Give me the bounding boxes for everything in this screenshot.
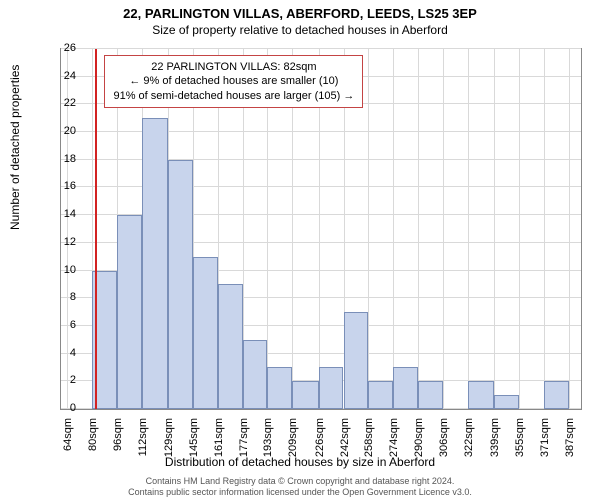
chart-container: 22, PARLINGTON VILLAS, ABERFORD, LEEDS, … xyxy=(0,0,600,500)
annotation-line3: 91% of semi-detached houses are larger (… xyxy=(113,89,354,103)
footer-line1: Contains HM Land Registry data © Crown c… xyxy=(0,476,600,487)
ytick-label: 14 xyxy=(46,208,76,220)
ytick-label: 12 xyxy=(46,236,76,248)
xtick-label: 387sqm xyxy=(564,418,576,468)
histogram-bar xyxy=(344,312,369,409)
property-marker-line xyxy=(95,49,97,409)
histogram-bar xyxy=(494,395,519,409)
xtick-label: 322sqm xyxy=(463,418,475,468)
gridline-h xyxy=(61,131,581,132)
xtick-label: 209sqm xyxy=(287,418,299,468)
xtick-label: 274sqm xyxy=(388,418,400,468)
xtick-label: 129sqm xyxy=(163,418,175,468)
gridline-h xyxy=(61,48,581,49)
xtick-label: 64sqm xyxy=(62,418,74,468)
annotation-line2: ← 9% of detached houses are smaller (10) xyxy=(113,74,354,88)
chart-subtitle: Size of property relative to detached ho… xyxy=(0,21,600,37)
ytick-label: 16 xyxy=(46,180,76,192)
ytick-label: 6 xyxy=(46,319,76,331)
histogram-bar xyxy=(243,340,268,409)
gridline-v xyxy=(494,49,495,409)
histogram-bar xyxy=(168,160,193,409)
histogram-bar xyxy=(142,118,168,409)
histogram-bar xyxy=(368,381,393,409)
xtick-label: 290sqm xyxy=(413,418,425,468)
xtick-label: 177sqm xyxy=(238,418,250,468)
footer-attribution: Contains HM Land Registry data © Crown c… xyxy=(0,476,600,498)
ytick-label: 0 xyxy=(46,402,76,414)
xtick-label: 355sqm xyxy=(514,418,526,468)
y-axis-label: Number of detached properties xyxy=(8,65,22,230)
ytick-label: 20 xyxy=(46,125,76,137)
histogram-bar xyxy=(544,381,569,409)
ytick-label: 8 xyxy=(46,291,76,303)
histogram-bar xyxy=(319,367,344,409)
xtick-label: 145sqm xyxy=(188,418,200,468)
xtick-label: 193sqm xyxy=(262,418,274,468)
histogram-bar xyxy=(267,367,292,409)
ytick-label: 10 xyxy=(46,264,76,276)
gridline-v xyxy=(393,49,394,409)
ytick-label: 18 xyxy=(46,153,76,165)
histogram-bar xyxy=(393,367,418,409)
xtick-label: 226sqm xyxy=(314,418,326,468)
gridline-v xyxy=(418,49,419,409)
histogram-bar xyxy=(193,257,218,409)
chart-title: 22, PARLINGTON VILLAS, ABERFORD, LEEDS, … xyxy=(0,0,600,21)
xtick-label: 371sqm xyxy=(539,418,551,468)
gridline-v xyxy=(468,49,469,409)
gridline-h xyxy=(61,159,581,160)
gridline-v xyxy=(368,49,369,409)
footer-line2: Contains public sector information licen… xyxy=(0,487,600,498)
xtick-label: 242sqm xyxy=(339,418,351,468)
ytick-label: 2 xyxy=(46,374,76,386)
xtick-label: 112sqm xyxy=(137,418,149,468)
histogram-bar xyxy=(468,381,494,409)
ytick-label: 4 xyxy=(46,347,76,359)
xtick-label: 339sqm xyxy=(489,418,501,468)
histogram-bar xyxy=(292,381,318,409)
histogram-bar xyxy=(218,284,243,409)
xtick-label: 80sqm xyxy=(87,418,99,468)
xtick-label: 306sqm xyxy=(438,418,450,468)
xtick-label: 258sqm xyxy=(363,418,375,468)
ytick-label: 26 xyxy=(46,42,76,54)
xtick-label: 96sqm xyxy=(112,418,124,468)
annotation-box: 22 PARLINGTON VILLAS: 82sqm← 9% of detac… xyxy=(104,55,363,108)
plot-area: 22 PARLINGTON VILLAS: 82sqm← 9% of detac… xyxy=(60,48,582,410)
gridline-v xyxy=(569,49,570,409)
histogram-bar xyxy=(418,381,443,409)
annotation-line1: 22 PARLINGTON VILLAS: 82sqm xyxy=(113,60,354,74)
xtick-label: 161sqm xyxy=(213,418,225,468)
histogram-bar xyxy=(117,215,142,409)
gridline-v xyxy=(544,49,545,409)
ytick-label: 24 xyxy=(46,70,76,82)
gridline-h xyxy=(61,186,581,187)
ytick-label: 22 xyxy=(46,97,76,109)
gridline-v xyxy=(443,49,444,409)
gridline-v xyxy=(519,49,520,409)
